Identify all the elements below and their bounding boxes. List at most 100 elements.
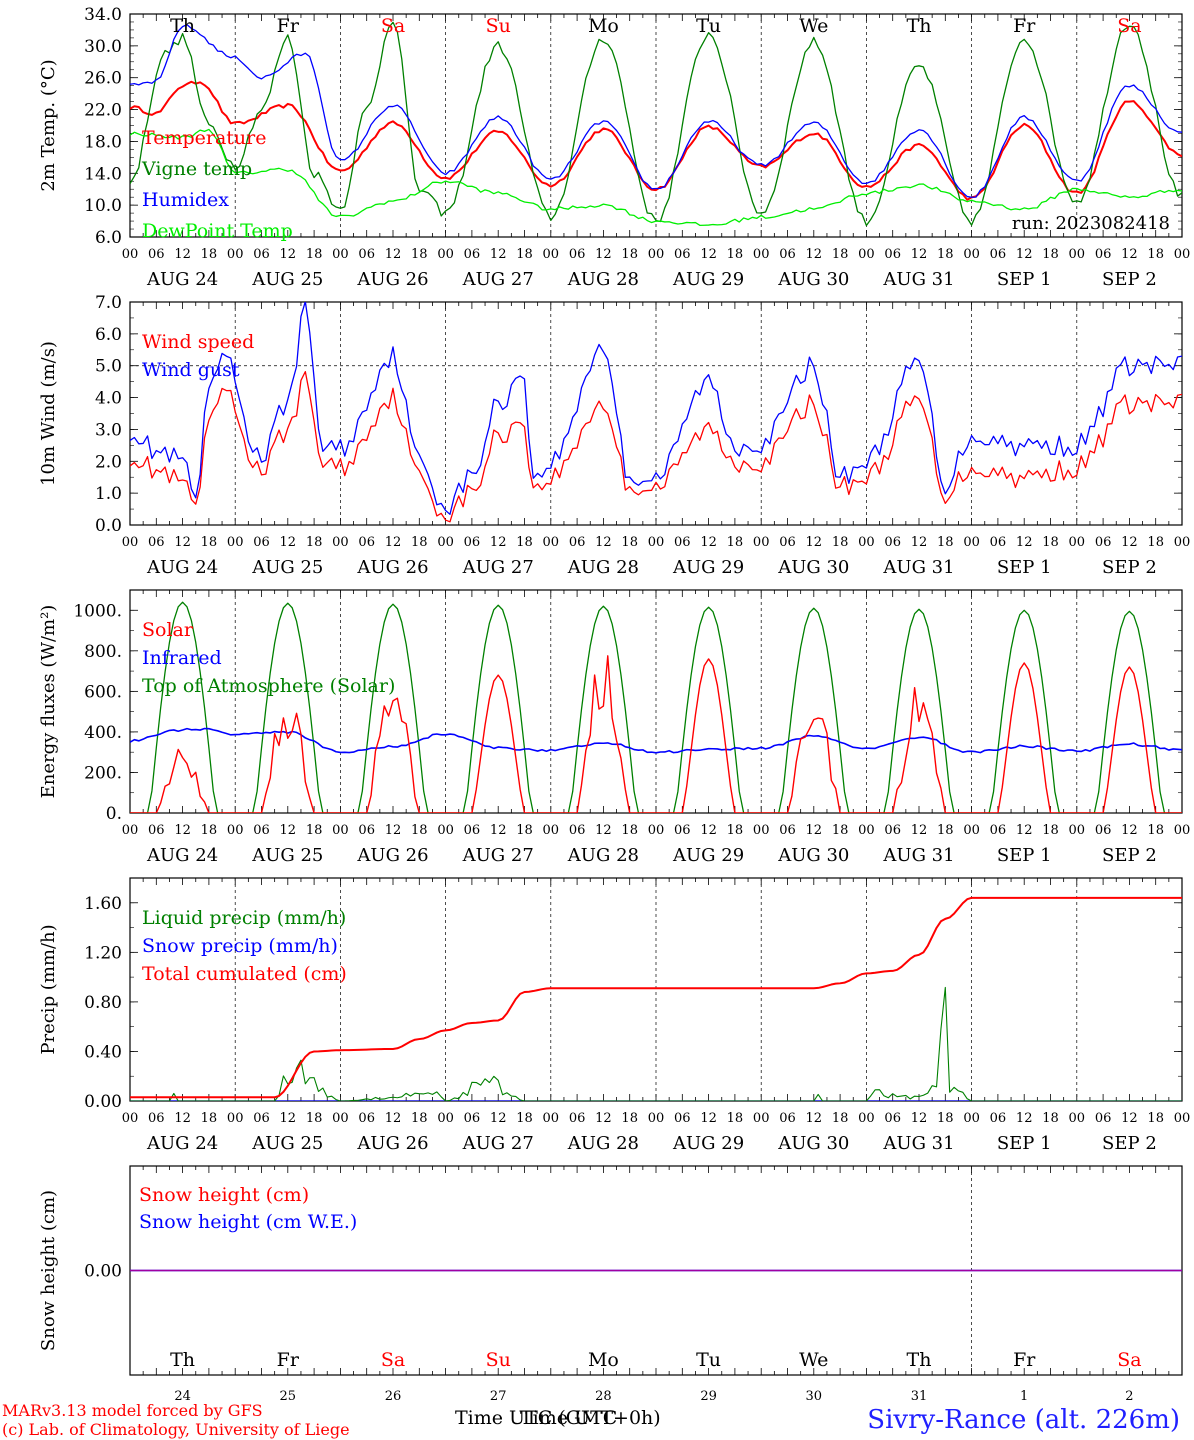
hour-tick-label: 12 bbox=[280, 1111, 297, 1126]
hour-tick-label: 18 bbox=[201, 535, 218, 550]
hour-tick-label: 18 bbox=[937, 535, 954, 550]
hour-tick-label: 18 bbox=[621, 535, 638, 550]
hour-tick-label: 00 bbox=[332, 535, 349, 550]
hour-tick-label: 12 bbox=[806, 823, 823, 838]
hour-tick-label: 18 bbox=[832, 535, 849, 550]
hour-tick-label: 18 bbox=[937, 823, 954, 838]
hour-tick-label: 18 bbox=[201, 823, 218, 838]
hour-tick-label: 06 bbox=[464, 1111, 481, 1126]
hour-tick-label: 12 bbox=[911, 535, 928, 550]
hour-tick-label: 12 bbox=[911, 823, 928, 838]
hour-tick-label: 00 bbox=[437, 1111, 454, 1126]
hour-tick-label: 06 bbox=[253, 535, 270, 550]
date-label: AUG 25 bbox=[251, 845, 323, 866]
hour-tick-label: 18 bbox=[516, 1111, 533, 1126]
date-label: AUG 28 bbox=[567, 1133, 639, 1154]
hour-tick-label: 00 bbox=[858, 1111, 875, 1126]
series-line-wind-gust bbox=[130, 302, 1182, 515]
hour-tick-label: 18 bbox=[1147, 823, 1164, 838]
y-tick-label: 0. bbox=[106, 804, 122, 824]
hour-tick-label: 06 bbox=[674, 823, 691, 838]
hour-tick-label: 12 bbox=[700, 1111, 717, 1126]
hour-tick-label: 06 bbox=[569, 1111, 586, 1126]
series-group bbox=[130, 896, 1182, 1101]
date-label: SEP 1 bbox=[997, 1133, 1052, 1154]
day-number: 30 bbox=[806, 1389, 823, 1404]
hour-tick-label: 18 bbox=[411, 247, 428, 262]
hour-tick-label: 06 bbox=[1095, 823, 1112, 838]
hour-tick-label: 12 bbox=[280, 247, 297, 262]
y-tick-label: 1000. bbox=[73, 601, 122, 621]
hour-tick-label: 12 bbox=[700, 247, 717, 262]
day-name-top: Sa bbox=[1117, 15, 1141, 37]
hour-tick-label: 18 bbox=[937, 247, 954, 262]
y-tick-label: 30.0 bbox=[84, 37, 122, 57]
y-tick-label: 2.0 bbox=[95, 452, 122, 472]
hour-tick-label: 00 bbox=[753, 1111, 770, 1126]
date-label: AUG 31 bbox=[882, 269, 954, 290]
series-line-dewpoint-temp bbox=[130, 128, 1182, 226]
panel-5: 0.00 Snow height (cm) Snow height (cm) Snow… bbox=[38, 1165, 1183, 1376]
y-tick-label: 6.0 bbox=[95, 325, 122, 345]
run-label: run: 2023082418 bbox=[1012, 213, 1170, 234]
hour-tick-label: 12 bbox=[595, 535, 612, 550]
hour-tick-label: 12 bbox=[385, 247, 402, 262]
hour-tick-label: 06 bbox=[884, 535, 901, 550]
hour-tick-label: 18 bbox=[832, 823, 849, 838]
date-label: AUG 30 bbox=[777, 1133, 849, 1154]
date-label: AUG 27 bbox=[462, 1133, 534, 1154]
y-tick-label: 1.20 bbox=[84, 943, 122, 963]
y-tick-label: 1.60 bbox=[84, 894, 122, 914]
hour-tick-label: 18 bbox=[621, 823, 638, 838]
plot-frame bbox=[129, 13, 1183, 238]
x-axis-label-overlay: Time UTC bbox=[520, 1407, 617, 1429]
hour-tick-label: 18 bbox=[1042, 535, 1059, 550]
hour-tick-label: 06 bbox=[779, 823, 796, 838]
day-number: 31 bbox=[911, 1389, 928, 1404]
hour-tick-label: 12 bbox=[595, 823, 612, 838]
hour-tick-label: 00 bbox=[437, 823, 454, 838]
hour-tick-label: 06 bbox=[569, 535, 586, 550]
y-tick-label: 1.0 bbox=[95, 484, 122, 504]
hour-tick-label: 00 bbox=[1069, 247, 1086, 262]
legend-entry: Liquid precip (mm/h) bbox=[142, 907, 346, 929]
day-name-top: We bbox=[799, 15, 828, 37]
hour-tick-label: 18 bbox=[516, 535, 533, 550]
hour-tick-label: 06 bbox=[253, 247, 270, 262]
hour-tick-label: 18 bbox=[306, 1111, 323, 1126]
hour-tick-label: 00 bbox=[963, 1111, 980, 1126]
hour-tick-label: 00 bbox=[227, 1111, 244, 1126]
y-tick-label: 22.0 bbox=[84, 101, 122, 121]
legend-entry: Wind speed bbox=[142, 331, 254, 353]
hour-tick-label: 12 bbox=[174, 823, 191, 838]
hour-tick-label: 06 bbox=[148, 1111, 165, 1126]
date-label: AUG 26 bbox=[356, 557, 428, 578]
hour-tick-label: 12 bbox=[1121, 823, 1138, 838]
hour-tick-label: 12 bbox=[911, 1111, 928, 1126]
hour-tick-label: 18 bbox=[306, 247, 323, 262]
date-label: AUG 30 bbox=[777, 845, 849, 866]
day-name-top: Th bbox=[907, 15, 932, 37]
y-tick-label: 0.00 bbox=[84, 1092, 122, 1112]
series-line-liquid-precip bbox=[130, 986, 1182, 1101]
date-label: AUG 30 bbox=[777, 269, 849, 290]
hour-tick-label: 12 bbox=[280, 535, 297, 550]
y-tick-label: 14.0 bbox=[84, 164, 122, 184]
day-name-top: Fr bbox=[277, 15, 300, 37]
y-tick-label: 4.0 bbox=[95, 389, 122, 409]
date-label: SEP 1 bbox=[997, 845, 1052, 866]
date-label: AUG 27 bbox=[462, 557, 534, 578]
legend-entry: Snow height (cm) bbox=[139, 1184, 309, 1206]
hour-tick-label: 12 bbox=[280, 823, 297, 838]
panel-4: 0.00 0.40 0.80 1.20 1.60 Precip (mm/h) 00 06 12 1… bbox=[38, 877, 1190, 1154]
legend-entry: Solar bbox=[142, 619, 194, 641]
hour-tick-label: 00 bbox=[1069, 823, 1086, 838]
legend-entry: Temperature bbox=[142, 127, 266, 149]
hour-tick-label: 06 bbox=[884, 247, 901, 262]
hour-tick-label: 12 bbox=[490, 247, 507, 262]
hour-tick-label: 18 bbox=[1042, 247, 1059, 262]
hour-tick-label: 00 bbox=[122, 1111, 139, 1126]
day-name-bottom: Fr bbox=[1013, 1349, 1036, 1371]
series-group bbox=[130, 601, 1182, 813]
